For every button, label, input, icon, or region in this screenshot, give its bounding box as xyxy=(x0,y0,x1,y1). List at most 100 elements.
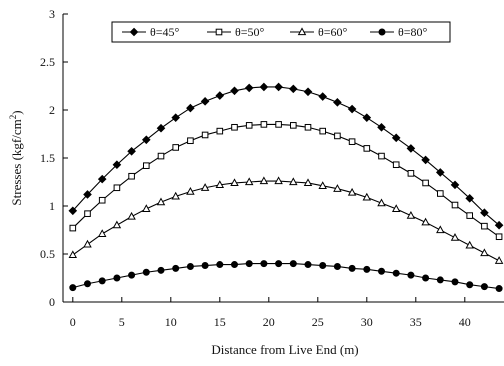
data-point xyxy=(112,220,122,229)
data-point xyxy=(98,277,106,285)
data-point xyxy=(127,211,136,220)
x-tick-label: 20 xyxy=(263,315,275,329)
series-line xyxy=(72,86,500,226)
y-axis-title-close: ) xyxy=(9,110,24,114)
x-tick-label: 40 xyxy=(459,315,471,329)
data-point xyxy=(201,262,209,270)
data-point xyxy=(304,261,312,269)
data-point xyxy=(113,184,121,192)
y-axis-title: Stresses (kgf/cm2) xyxy=(8,110,24,205)
data-point xyxy=(231,261,238,269)
legend-entry-1: θ=45° xyxy=(122,25,180,39)
data-point xyxy=(480,248,489,257)
data-point xyxy=(303,178,313,187)
x-tick-label: 30 xyxy=(361,315,373,329)
data-point xyxy=(216,261,224,269)
x-tick-label: 5 xyxy=(119,315,125,329)
data-point xyxy=(289,260,297,268)
data-point xyxy=(422,179,429,187)
data-point xyxy=(290,122,297,129)
data-point xyxy=(200,97,210,106)
y-tick-label: 0 xyxy=(49,295,55,309)
data-point xyxy=(304,123,312,131)
data-point xyxy=(142,268,150,276)
data-point xyxy=(407,170,415,177)
data-point xyxy=(391,133,401,143)
data-point xyxy=(435,168,445,177)
series-2 xyxy=(69,121,503,241)
legend-label: θ=50° xyxy=(235,25,265,39)
data-point xyxy=(436,225,445,234)
data-point xyxy=(465,194,475,203)
data-point xyxy=(200,183,210,191)
data-point xyxy=(172,264,180,272)
y-tick-label: 1 xyxy=(49,199,55,213)
data-point xyxy=(260,260,268,268)
y-tick-label: 0.5 xyxy=(40,247,55,261)
series-line xyxy=(72,263,500,290)
data-point xyxy=(363,145,371,152)
x-tick-label: 25 xyxy=(312,315,324,329)
data-point xyxy=(171,113,181,122)
data-point xyxy=(436,276,444,284)
legend-entry-2: θ=50° xyxy=(207,25,265,39)
data-point xyxy=(230,86,239,96)
data-point xyxy=(260,121,268,128)
legend-marker xyxy=(129,27,139,37)
legend-marker xyxy=(215,28,223,36)
data-point xyxy=(450,233,460,241)
data-point xyxy=(319,262,327,270)
legend-box xyxy=(111,21,451,43)
data-point xyxy=(112,160,122,170)
data-point xyxy=(422,274,430,282)
data-point xyxy=(259,82,269,92)
data-point xyxy=(244,83,254,93)
data-point xyxy=(289,177,298,186)
data-point xyxy=(347,187,357,196)
data-point xyxy=(318,181,327,189)
data-point xyxy=(245,122,253,129)
data-point xyxy=(186,186,195,195)
legend: θ=45° θ=50° θ=60° θ=80° xyxy=(111,21,451,43)
data-point xyxy=(377,198,386,207)
data-point xyxy=(406,144,416,153)
data-point xyxy=(288,84,298,94)
data-point xyxy=(186,262,194,270)
data-point xyxy=(259,176,269,185)
data-point xyxy=(171,191,180,200)
data-point xyxy=(142,204,151,212)
data-point xyxy=(113,274,121,282)
data-point xyxy=(97,229,107,237)
data-point xyxy=(450,180,460,190)
legend-entry-3: θ=60° xyxy=(290,25,348,39)
data-point xyxy=(68,250,78,259)
data-point xyxy=(231,123,238,131)
data-point xyxy=(68,206,78,216)
legend-marker xyxy=(297,27,307,36)
data-point xyxy=(275,121,282,128)
data-point xyxy=(481,222,488,230)
legend-marker xyxy=(378,28,386,36)
data-point xyxy=(201,131,209,139)
data-point xyxy=(451,278,459,286)
data-point xyxy=(216,127,224,135)
series-layer xyxy=(68,82,504,293)
data-point xyxy=(244,177,254,186)
y-axis-title-sup: 2 xyxy=(8,115,18,120)
data-point xyxy=(347,104,357,114)
data-point xyxy=(143,162,150,169)
legend-label: θ=80° xyxy=(398,25,428,39)
data-point xyxy=(318,92,328,101)
data-point xyxy=(303,87,313,97)
data-point xyxy=(392,161,400,169)
data-point xyxy=(157,266,165,274)
data-point xyxy=(495,233,503,241)
y-tick-label: 2.5 xyxy=(40,55,55,69)
data-point xyxy=(230,178,239,187)
y-axis-title-main: Stresses (kgf/cm xyxy=(9,119,24,205)
x-axis-title: Distance from Live End (m) xyxy=(211,342,358,357)
y-tick-label: 3 xyxy=(49,7,55,21)
data-point xyxy=(362,113,372,122)
data-point xyxy=(480,283,488,291)
series-3 xyxy=(68,176,504,264)
